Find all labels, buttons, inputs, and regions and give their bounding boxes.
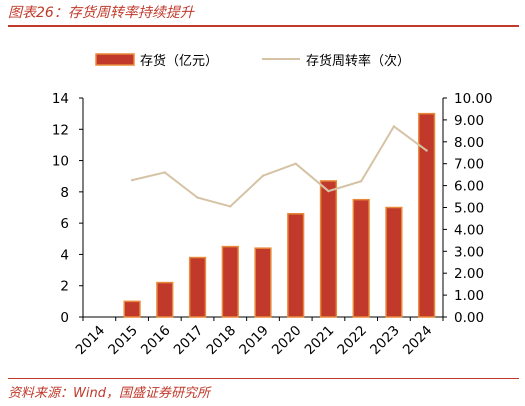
left-tick-label: 8 — [60, 185, 69, 201]
x-tick-label: 2015 — [105, 323, 141, 359]
inventory-turnover-chart: 存货（亿元） 存货周转率（次） 0 2 4 6 8 10 12 14 0.00 1.00 2.00 3… — [52, 53, 493, 359]
source-rule — [8, 378, 519, 379]
bar-2021 — [319, 180, 338, 318]
turnover-point-2016 — [163, 171, 167, 174]
left-tick-label: 4 — [60, 247, 69, 263]
left-tick-label: 12 — [52, 122, 69, 138]
source-note: 资料来源：Wind，国盛证券研究所 — [8, 386, 210, 401]
bar-2019 — [254, 247, 272, 318]
x-tick-label: 2018 — [203, 323, 239, 359]
turnover-point-2019 — [261, 174, 265, 177]
legend-label-inventory: 存货（亿元） — [140, 53, 218, 69]
right-tick-label: 1.00 — [454, 288, 484, 304]
turnover-point-2024 — [425, 149, 428, 152]
legend: 存货（亿元） 存货周转率（次） — [95, 53, 410, 69]
x-axis: 2014201520162017201820192020202120222023… — [73, 316, 444, 359]
right-tick-label: 5.00 — [454, 201, 484, 217]
legend-label-turnover: 存货周转率（次） — [306, 53, 410, 69]
x-tick-label: 2022 — [334, 323, 370, 359]
x-tick-label: 2019 — [236, 323, 272, 359]
x-tick-label: 2020 — [269, 323, 305, 359]
x-tick-label: 2024 — [400, 323, 436, 359]
turnover-line — [131, 125, 428, 208]
right-y-axis: 0.00 1.00 2.00 3.00 4.00 5.00 6.00 7.00 8.00 9.00… — [442, 91, 493, 326]
turnover-point-2020 — [294, 162, 297, 165]
x-tick-label: 2017 — [171, 323, 207, 359]
bar-2022 — [352, 198, 370, 318]
turnover-point-2023 — [392, 125, 396, 128]
bar-2023 — [385, 206, 403, 318]
left-tick-label: 2 — [60, 279, 69, 295]
bar-series — [123, 112, 436, 318]
right-tick-label: 2.00 — [454, 266, 484, 282]
line-series — [130, 125, 428, 208]
right-tick-label: 10.00 — [454, 91, 493, 107]
turnover-point-2018 — [229, 205, 232, 208]
x-tick-label: 2014 — [73, 323, 109, 359]
right-tick-label: 3.00 — [454, 244, 484, 260]
x-tick-label: 2016 — [138, 323, 174, 359]
left-tick-label: 14 — [52, 91, 69, 107]
right-tick-label: 6.00 — [454, 179, 484, 195]
right-tick-label: 9.00 — [454, 113, 484, 129]
turnover-point-2021 — [327, 189, 330, 193]
right-tick-label: 0.00 — [454, 310, 484, 326]
legend-bar-swatch — [95, 53, 135, 66]
turnover-point-2015 — [130, 178, 134, 182]
title-rule — [8, 25, 519, 27]
left-y-axis: 0 2 4 6 8 10 12 14 — [52, 91, 84, 326]
turnover-point-2022 — [359, 180, 363, 183]
left-tick-label: 10 — [52, 154, 69, 170]
x-tick-label: 2021 — [302, 323, 338, 359]
left-tick-label: 0 — [60, 310, 69, 326]
bar-2020 — [287, 213, 305, 318]
bar-2024 — [418, 112, 436, 318]
right-tick-label: 4.00 — [454, 222, 484, 238]
figure-title: 图表26：存货周转率持续提升 — [8, 5, 194, 21]
left-tick-label: 6 — [60, 216, 69, 232]
bar-2016 — [156, 281, 174, 318]
right-tick-label: 8.00 — [454, 135, 484, 151]
x-tick-label: 2023 — [367, 323, 403, 359]
right-tick-label: 7.00 — [454, 157, 484, 173]
bar-2017 — [188, 256, 207, 318]
turnover-point-2017 — [196, 196, 199, 199]
bar-2015 — [123, 300, 141, 318]
bar-2018 — [221, 245, 239, 318]
